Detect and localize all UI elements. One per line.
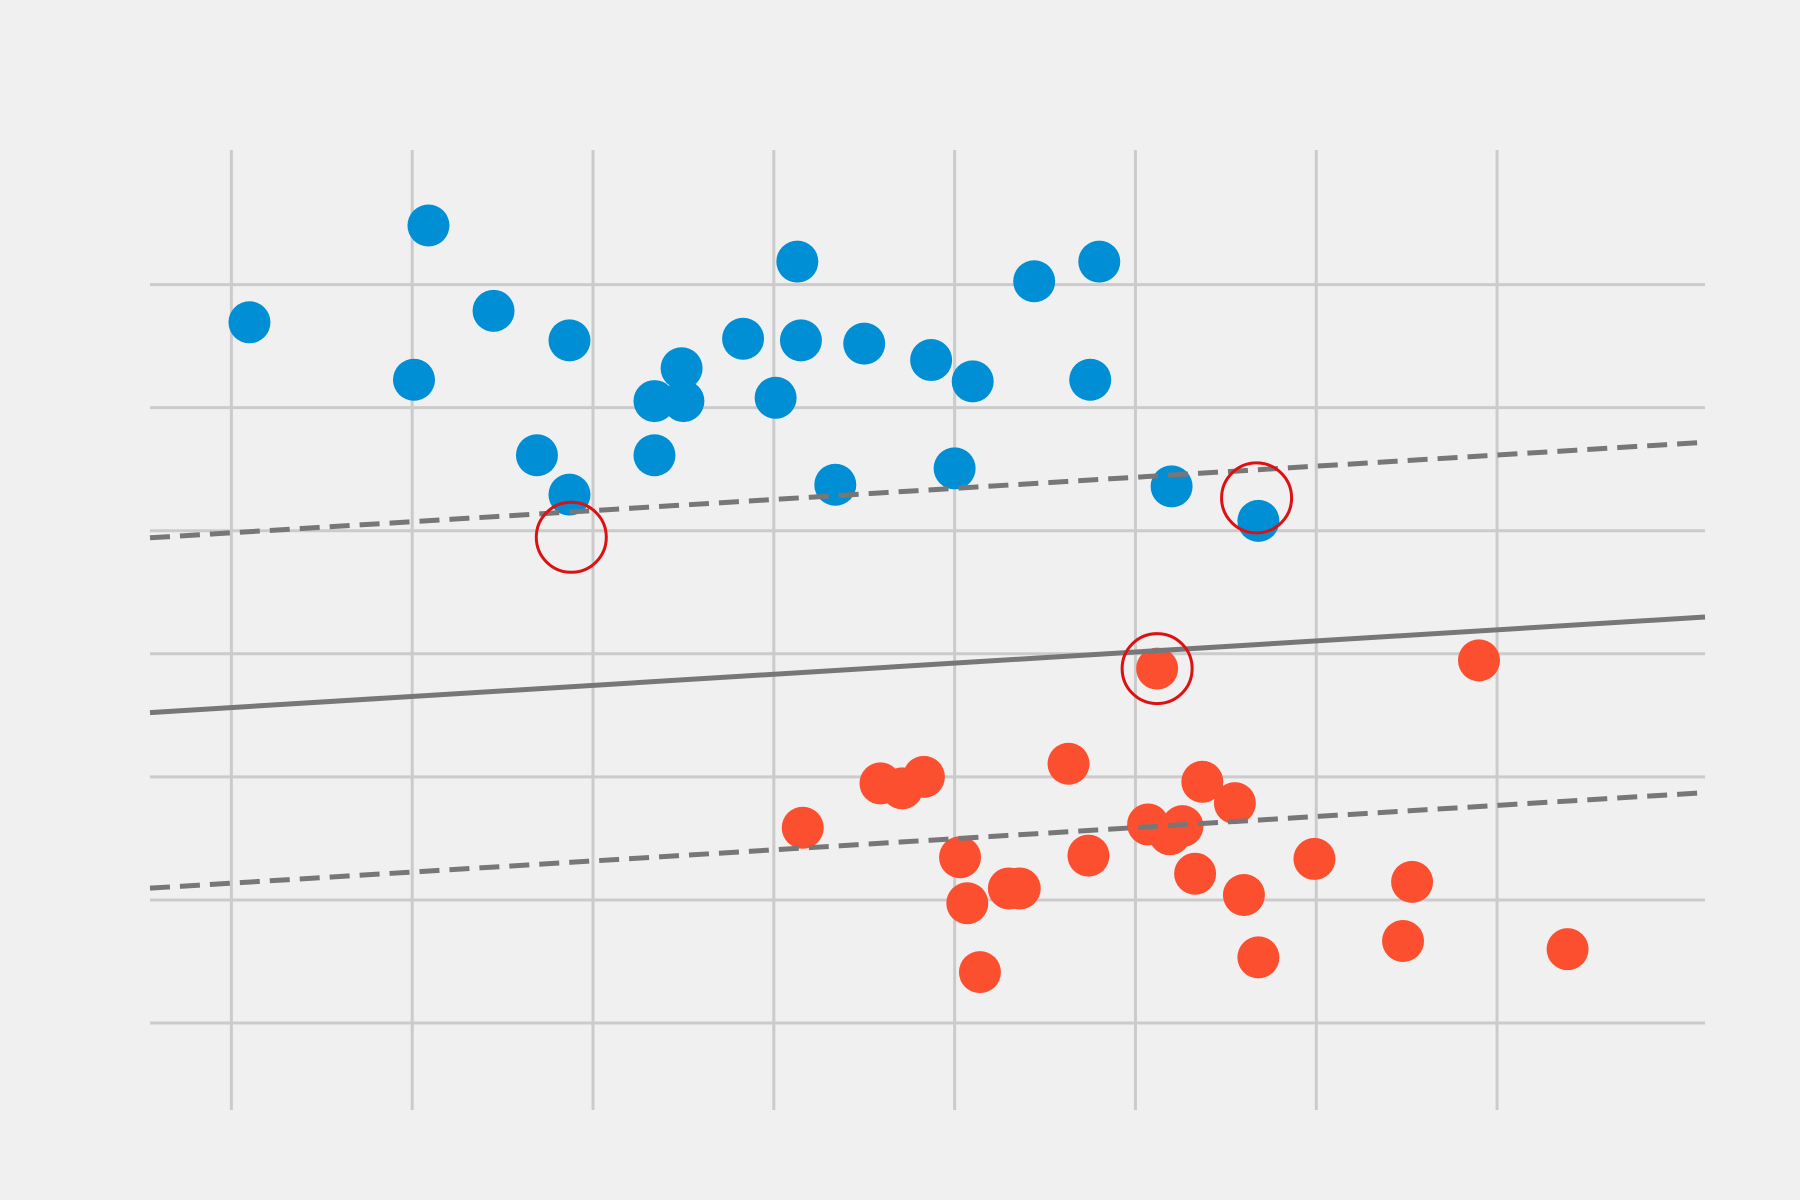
class-b-point <box>1213 782 1256 825</box>
class-b-point <box>781 806 824 849</box>
class-a-point <box>933 447 976 490</box>
class-a-point <box>633 380 676 423</box>
class-a-point <box>515 434 558 477</box>
class-b-point <box>939 836 982 879</box>
class-a-point <box>660 347 703 390</box>
class-b-point <box>1237 936 1280 979</box>
class-b-point <box>902 755 945 798</box>
class-b-point <box>1293 837 1336 880</box>
class-b-point <box>1181 760 1224 803</box>
class-b-point <box>946 882 989 925</box>
class-a-point <box>228 301 271 344</box>
class-a-point <box>910 339 953 382</box>
support-vector-ring <box>1120 632 1194 706</box>
class-a-point <box>662 380 705 423</box>
class-a-point <box>1237 499 1280 542</box>
class-a-point <box>472 289 515 332</box>
class-a-point <box>843 322 886 365</box>
class-b-point <box>1047 742 1090 785</box>
support-vector-ring <box>1220 461 1294 535</box>
class-b-point <box>958 951 1001 994</box>
support-vector-rings <box>534 461 1294 706</box>
class-a-point <box>407 204 450 247</box>
class-b-point <box>1546 928 1589 971</box>
class-a-point <box>776 240 819 283</box>
class-b-point <box>1136 647 1179 690</box>
lower-margin-line <box>149 790 1706 891</box>
class-a-point <box>951 360 994 403</box>
class-a-point <box>633 434 676 477</box>
class-b-point <box>1222 874 1265 917</box>
support-vector-ring <box>534 500 608 574</box>
class-a-point <box>548 319 591 362</box>
class-a-point <box>814 463 857 506</box>
data-points <box>228 204 1589 994</box>
class-a-point <box>754 376 797 419</box>
class-b-point <box>1382 919 1425 962</box>
class-a-point <box>1069 358 1112 401</box>
class-b-point <box>1174 852 1217 895</box>
upper-margin-line <box>149 439 1706 541</box>
class-b-point <box>1457 639 1500 682</box>
decision-boundary-line <box>149 614 1706 716</box>
class-a-point <box>1013 260 1056 303</box>
class-b-point <box>1391 860 1434 903</box>
class-a-point <box>779 319 822 362</box>
class-b-point <box>1067 834 1110 877</box>
class-a-point <box>392 358 435 401</box>
boundary-lines <box>149 439 1706 891</box>
class-a-point <box>1078 240 1121 283</box>
grid <box>150 150 1705 1110</box>
class-a-point <box>722 317 765 360</box>
class-b-point <box>998 867 1041 910</box>
